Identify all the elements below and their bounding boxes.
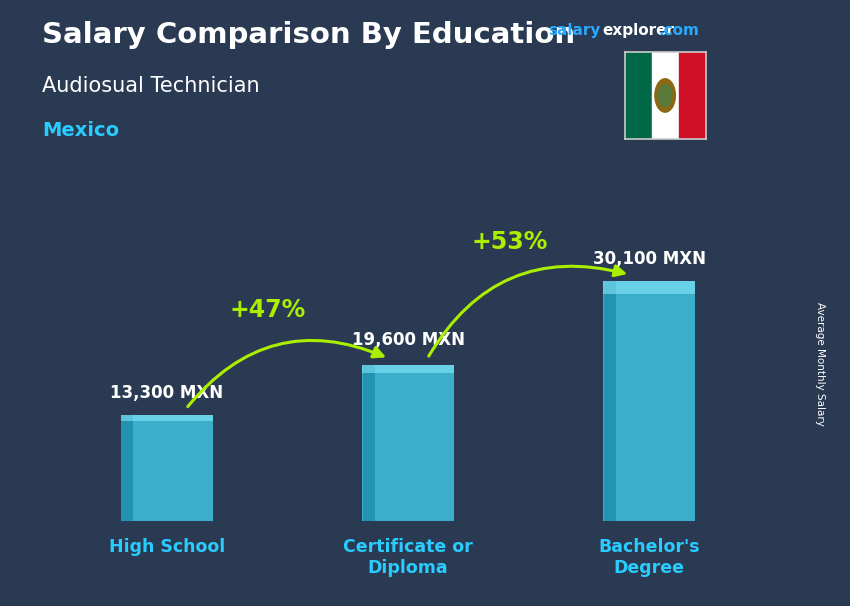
Text: Average Monthly Salary: Average Monthly Salary xyxy=(815,302,825,425)
Circle shape xyxy=(654,79,676,112)
Bar xyxy=(678,52,706,139)
Bar xyxy=(604,281,695,521)
Bar xyxy=(604,281,615,521)
Text: 30,100 MXN: 30,100 MXN xyxy=(592,250,706,268)
Bar xyxy=(121,415,212,521)
Text: Salary Comparison By Education: Salary Comparison By Education xyxy=(42,21,575,49)
Text: .com: .com xyxy=(659,23,700,38)
Text: salary: salary xyxy=(548,23,601,38)
Bar xyxy=(121,415,212,421)
Text: +53%: +53% xyxy=(471,230,547,254)
Bar xyxy=(604,281,695,295)
Bar xyxy=(625,52,652,139)
Bar xyxy=(362,365,454,521)
Bar xyxy=(122,415,133,521)
Text: 19,600 MXN: 19,600 MXN xyxy=(352,331,464,349)
Bar xyxy=(652,52,678,139)
Circle shape xyxy=(659,84,672,107)
Text: +47%: +47% xyxy=(230,298,306,322)
Text: Audiosual Technician: Audiosual Technician xyxy=(42,76,260,96)
Bar xyxy=(363,365,375,521)
Bar xyxy=(362,365,454,373)
Text: 13,300 MXN: 13,300 MXN xyxy=(110,384,224,402)
Text: explorer: explorer xyxy=(603,23,675,38)
Text: Mexico: Mexico xyxy=(42,121,120,140)
